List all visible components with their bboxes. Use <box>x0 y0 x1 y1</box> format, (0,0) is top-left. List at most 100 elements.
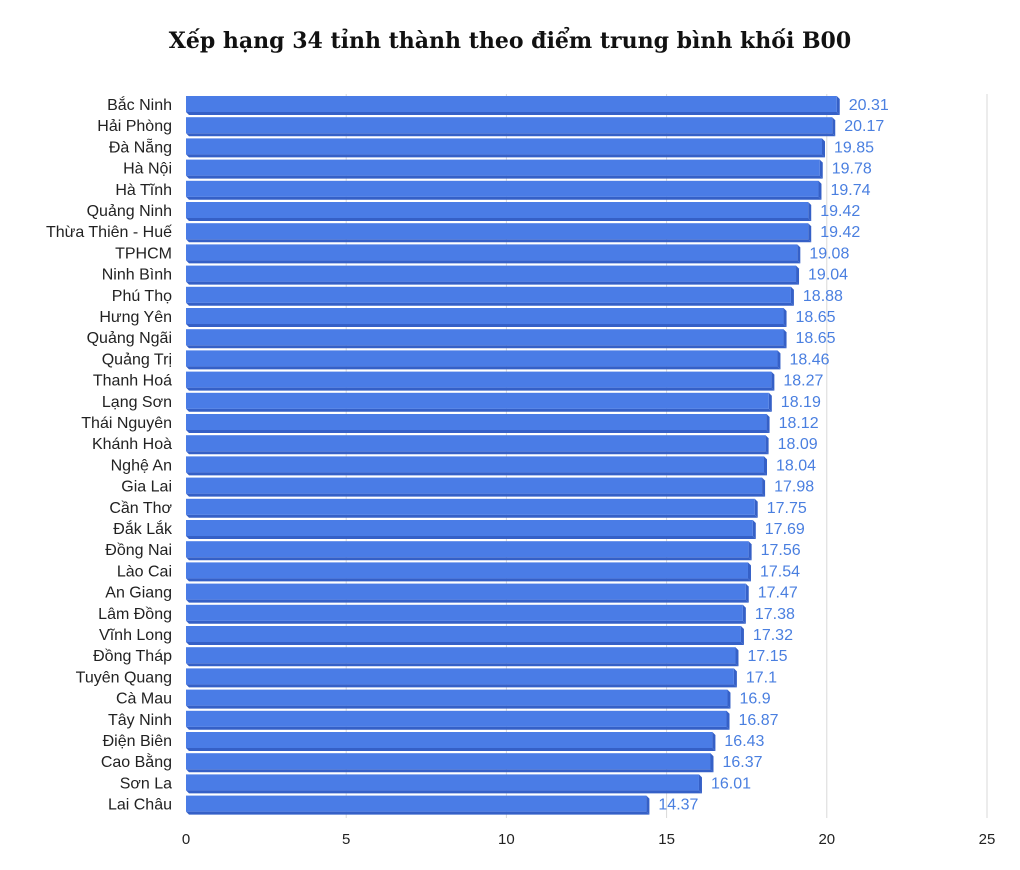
category-label: Hưng Yên <box>99 309 172 326</box>
bar <box>186 626 744 645</box>
category-label: Đà Nẵng <box>109 137 172 156</box>
category-label: Quảng Ninh <box>87 203 172 220</box>
value-label: 18.19 <box>781 394 821 411</box>
category-label: Cà Mau <box>116 691 172 708</box>
category-label: Thanh Hoá <box>93 373 172 390</box>
bar-side-face <box>783 308 787 327</box>
bar-side-face <box>808 223 812 243</box>
bar-front-face <box>186 477 763 494</box>
bar-side-face <box>808 202 812 221</box>
bar-front-face <box>186 308 784 324</box>
bar <box>186 286 794 306</box>
category-label: Bắc Ninh <box>107 95 172 114</box>
value-label: 16.43 <box>724 733 764 750</box>
bar-bottom-face <box>186 451 769 455</box>
bar-bottom-face <box>186 112 840 115</box>
x-tick-label: 25 <box>979 831 996 848</box>
bar-front-face <box>186 562 748 579</box>
value-label: 16.9 <box>739 691 770 708</box>
category-label: Phú Thọ <box>112 288 172 305</box>
bar <box>186 350 781 370</box>
bar-bottom-face <box>186 663 739 667</box>
bar-side-face <box>819 159 823 179</box>
x-tick-label: 5 <box>342 831 350 848</box>
bar <box>186 668 737 688</box>
x-tick-label: 20 <box>818 831 835 848</box>
category-label: Lai Châu <box>108 797 172 814</box>
bar-bottom-face <box>186 726 730 730</box>
bar-side-face <box>646 795 650 815</box>
bar-bottom-face <box>186 196 822 200</box>
bar-front-face <box>186 180 819 197</box>
bar-bottom-face <box>186 175 823 179</box>
bar-side-face <box>777 350 781 370</box>
value-label: 17.15 <box>747 648 787 665</box>
bar-bottom-face <box>186 557 752 561</box>
bar-bottom-face <box>186 366 781 370</box>
bar-side-face <box>727 689 731 709</box>
category-label: Ninh Bình <box>102 267 172 284</box>
bar-front-face <box>186 223 809 240</box>
bar-bottom-face <box>186 430 770 433</box>
bar-side-face <box>754 498 758 518</box>
bar-side-face <box>698 774 702 794</box>
category-label: Đồng Tháp <box>93 648 172 665</box>
bar-side-face <box>821 138 825 158</box>
bar-side-face <box>766 414 770 433</box>
bar <box>186 308 787 327</box>
category-label: Tây Ninh <box>108 712 172 729</box>
bar <box>186 583 749 603</box>
bar-side-face <box>765 435 769 455</box>
bar-bottom-face <box>186 811 650 815</box>
value-label: 18.12 <box>779 415 819 432</box>
bar-side-face <box>735 647 739 667</box>
bars <box>186 96 840 815</box>
bar-front-face <box>186 753 711 770</box>
bar-side-face <box>748 541 752 561</box>
bar-bottom-face <box>186 536 756 539</box>
bar-bottom-face <box>186 133 836 137</box>
category-label: Vĩnh Long <box>99 627 172 644</box>
bar-front-face <box>186 710 727 727</box>
category-label: Khánh Hoà <box>92 436 172 453</box>
bar <box>186 710 730 730</box>
x-axis: 0 5 10 15 20 25 <box>182 831 996 848</box>
bar-front-face <box>186 456 765 473</box>
value-label: 19.74 <box>830 182 870 199</box>
value-label: 19.42 <box>820 203 860 220</box>
bar <box>186 795 650 815</box>
value-label: 20.17 <box>844 118 884 135</box>
bar-side-face <box>771 371 775 391</box>
bar <box>186 604 746 624</box>
bar-front-face <box>186 244 798 261</box>
category-label: Cần Thơ <box>109 500 172 517</box>
bar-front-face <box>186 329 784 346</box>
bar-front-face <box>186 202 809 218</box>
value-label: 19.85 <box>834 139 874 156</box>
bar-side-face <box>712 732 716 751</box>
bar-side-face <box>783 329 787 349</box>
bar <box>186 753 714 773</box>
value-label: 17.47 <box>758 585 798 602</box>
bar <box>186 329 787 349</box>
bar <box>186 477 766 497</box>
bar-bottom-face <box>186 472 768 476</box>
value-label: 18.65 <box>796 309 836 326</box>
value-label: 17.56 <box>761 542 801 559</box>
category-label: Sơn La <box>120 775 172 792</box>
category-label: Thừa Thiên - Huế <box>46 224 172 241</box>
bar-bottom-face <box>186 578 751 582</box>
category-label: Tuyên Quang <box>76 669 172 686</box>
bar <box>186 456 768 476</box>
value-label: 17.98 <box>774 479 814 496</box>
bar <box>186 541 752 561</box>
bar-side-face <box>796 265 800 285</box>
value-label: 17.32 <box>753 627 793 644</box>
bar-front-face <box>186 541 749 558</box>
bar-bottom-face <box>186 387 775 391</box>
bar-front-face <box>186 350 778 367</box>
bar-bottom-face <box>186 790 702 794</box>
value-label: 17.54 <box>760 563 800 580</box>
bar-bottom-face <box>186 493 766 497</box>
